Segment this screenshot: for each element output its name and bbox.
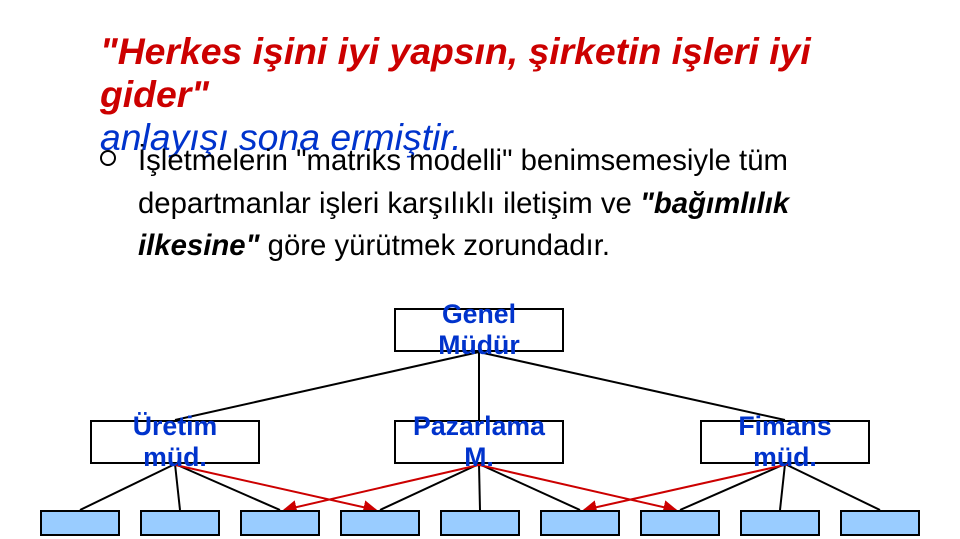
org-node-leaf-1 — [140, 510, 220, 536]
bullet-icon — [100, 150, 116, 166]
org-node-leaf-7 — [740, 510, 820, 536]
bullet-text-post: göre yürütmek zorundadır. — [260, 229, 611, 262]
bullet-text: İşletmelerin "matriks modelli" benimseme… — [138, 140, 880, 268]
org-node-leaf-2 — [240, 510, 320, 536]
org-node-mid-2: Fimans müd. — [700, 420, 870, 464]
org-node-leaf-4 — [440, 510, 520, 536]
org-node-mid-1: Pazarlama M. — [394, 420, 564, 464]
org-node-leaf-5 — [540, 510, 620, 536]
slide: "Herkes işini iyi yapsın, şirketin işler… — [0, 0, 960, 539]
org-node-leaf-0 — [40, 510, 120, 536]
bullet-item: İşletmelerin "matriks modelli" benimseme… — [100, 140, 880, 268]
org-node-mid-0: Üretim müd. — [90, 420, 260, 464]
org-node-top-label: Genel Müdür — [404, 299, 554, 361]
org-node-leaf-3 — [340, 510, 420, 536]
org-node-mid-1-label: Pazarlama M. — [404, 411, 554, 473]
org-node-mid-2-label: Fimans müd. — [710, 411, 860, 473]
org-node-leaf-6 — [640, 510, 720, 536]
org-node-leaf-8 — [840, 510, 920, 536]
title-quote: "Herkes işini iyi yapsın, şirketin işler… — [100, 30, 811, 115]
org-node-top: Genel Müdür — [394, 308, 564, 352]
org-node-mid-0-label: Üretim müd. — [100, 411, 250, 473]
